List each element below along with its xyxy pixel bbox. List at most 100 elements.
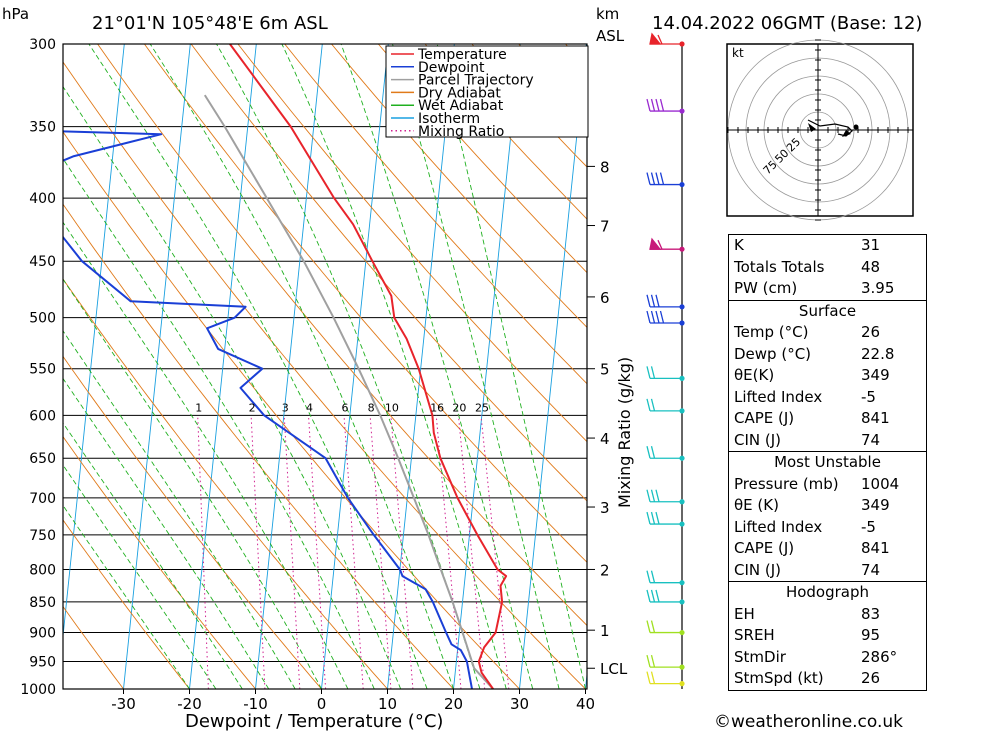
hodograph-point xyxy=(853,124,859,130)
wind-barb xyxy=(649,32,682,45)
index-row: StmDir 286° xyxy=(734,647,898,666)
barb-tick xyxy=(650,620,656,633)
barb-tick xyxy=(646,489,651,502)
mixing-ratio-label: 10 xyxy=(385,401,399,414)
wet-adiabat-line xyxy=(216,44,481,689)
axes: 1 2 3 4 6 8 10 16 20 2530035040045050055060065070… xyxy=(20,37,627,713)
wind-barb xyxy=(646,654,682,668)
km-tick-label: 2 xyxy=(600,561,610,579)
mixing-ratio-line xyxy=(343,415,364,689)
km-tick-label: 6 xyxy=(600,289,610,307)
legend-label: Temperature xyxy=(417,47,507,63)
dry-adiabat-line xyxy=(63,131,520,689)
barb-tick xyxy=(650,294,656,307)
mixing-ratio-label: 2 xyxy=(249,401,256,414)
wet-adiabat-line xyxy=(63,377,270,689)
hodograph-unit: kt xyxy=(732,46,744,60)
barb-tick xyxy=(646,172,651,185)
wet-adiabat-line xyxy=(63,464,217,689)
index-row: Lifted Index -5 xyxy=(734,387,876,406)
barb-tick xyxy=(646,511,651,525)
wind-barb xyxy=(646,398,682,412)
dry-adiabat-line xyxy=(63,355,322,689)
pressure-tick-label: 550 xyxy=(29,362,56,378)
dry-adiabat-line xyxy=(63,203,454,689)
mixing-ratio-label: 8 xyxy=(368,401,375,414)
barb-pennant xyxy=(649,237,662,250)
wind-barbs xyxy=(646,32,685,689)
barb-tick xyxy=(650,172,656,185)
barb-tick xyxy=(650,98,656,112)
barb-tick xyxy=(646,398,651,412)
mixing-ratio-line xyxy=(480,415,510,689)
wind-barb xyxy=(646,620,682,634)
mixing-ratio-line xyxy=(390,415,414,689)
pressure-tick-label: 900 xyxy=(29,626,56,642)
dry-adiabat-line xyxy=(63,519,190,689)
km-tick-label: LCL xyxy=(600,660,628,678)
barb-tick xyxy=(657,34,663,45)
isotherm-line xyxy=(63,44,125,641)
legend-label: Isotherm xyxy=(418,111,480,127)
barb-tick xyxy=(659,98,665,112)
mixing-ratio-line xyxy=(457,415,486,689)
indices-top: K 31 Totals Totals 48 PW (cm) 3.95 xyxy=(728,234,927,301)
x-tick-label: 40 xyxy=(576,695,595,713)
index-row: θE(K) 349 xyxy=(734,366,890,384)
wind-barb xyxy=(646,172,682,186)
x-tick-label: -20 xyxy=(177,695,202,713)
x-tick-label: 0 xyxy=(317,695,327,713)
barb-tick xyxy=(646,570,651,583)
wet-adiabat-line xyxy=(281,44,507,689)
dry-adiabat-line xyxy=(97,44,587,627)
pressure-tick-label: 700 xyxy=(29,491,56,507)
km-tick-label: 1 xyxy=(600,622,610,640)
barb-tick xyxy=(655,511,660,525)
mixing-ratio-label: 25 xyxy=(475,401,489,414)
km-tick-label: 4 xyxy=(600,430,610,448)
barb-tick xyxy=(650,511,656,525)
isotherm-line xyxy=(255,44,323,689)
height-unit-asl: ASL xyxy=(596,27,625,45)
barb-tick xyxy=(646,589,651,603)
barb-tick xyxy=(659,310,665,324)
wet-adiabat-line xyxy=(88,44,428,689)
index-row: θE (K) 349 xyxy=(734,496,890,514)
wet-adiabat-line xyxy=(436,44,586,689)
isotherm-line xyxy=(387,44,455,689)
isotherm-line xyxy=(453,44,521,689)
barb-tick xyxy=(655,98,660,112)
barb-tick xyxy=(650,570,656,583)
pressure-tick-label: 350 xyxy=(29,120,56,136)
mixing-ratio-label: 20 xyxy=(452,401,466,414)
barb-pennant xyxy=(649,32,662,45)
barb-tick xyxy=(657,239,663,250)
dry-adiabat-line xyxy=(331,44,587,329)
barb-tick xyxy=(650,671,656,684)
index-row: CIN (J) 74 xyxy=(734,560,881,579)
barb-tick xyxy=(650,589,656,603)
wind-barb xyxy=(646,511,682,525)
wet-adiabat-line xyxy=(63,504,190,689)
plot-area xyxy=(63,44,587,689)
wind-barb xyxy=(649,237,682,250)
dry-adiabat-line xyxy=(377,44,587,274)
barb-tick xyxy=(646,446,651,459)
barb-tick xyxy=(650,398,656,412)
wind-barb xyxy=(646,446,682,459)
barb-tick xyxy=(650,366,656,379)
pressure-tick-label: 500 xyxy=(29,311,56,327)
barb-tick xyxy=(650,654,656,668)
datetime-title: 14.04.2022 06GMT (Base: 12) xyxy=(652,13,922,34)
indices-hodograph: Hodograph EH 83 SREH 95 StmDir 286° StmSpd … xyxy=(728,582,927,691)
index-row: Pressure (mb) 1004 xyxy=(734,474,900,493)
index-row: PW (cm) 3.95 xyxy=(734,279,895,297)
dry-adiabat-line xyxy=(63,435,256,689)
index-row: Dewp (°C) 22.8 xyxy=(734,344,895,363)
mixing-ratio-label: 3 xyxy=(282,401,289,414)
hodograph-trace xyxy=(807,119,853,137)
pressure-tick-label: 600 xyxy=(29,408,56,424)
